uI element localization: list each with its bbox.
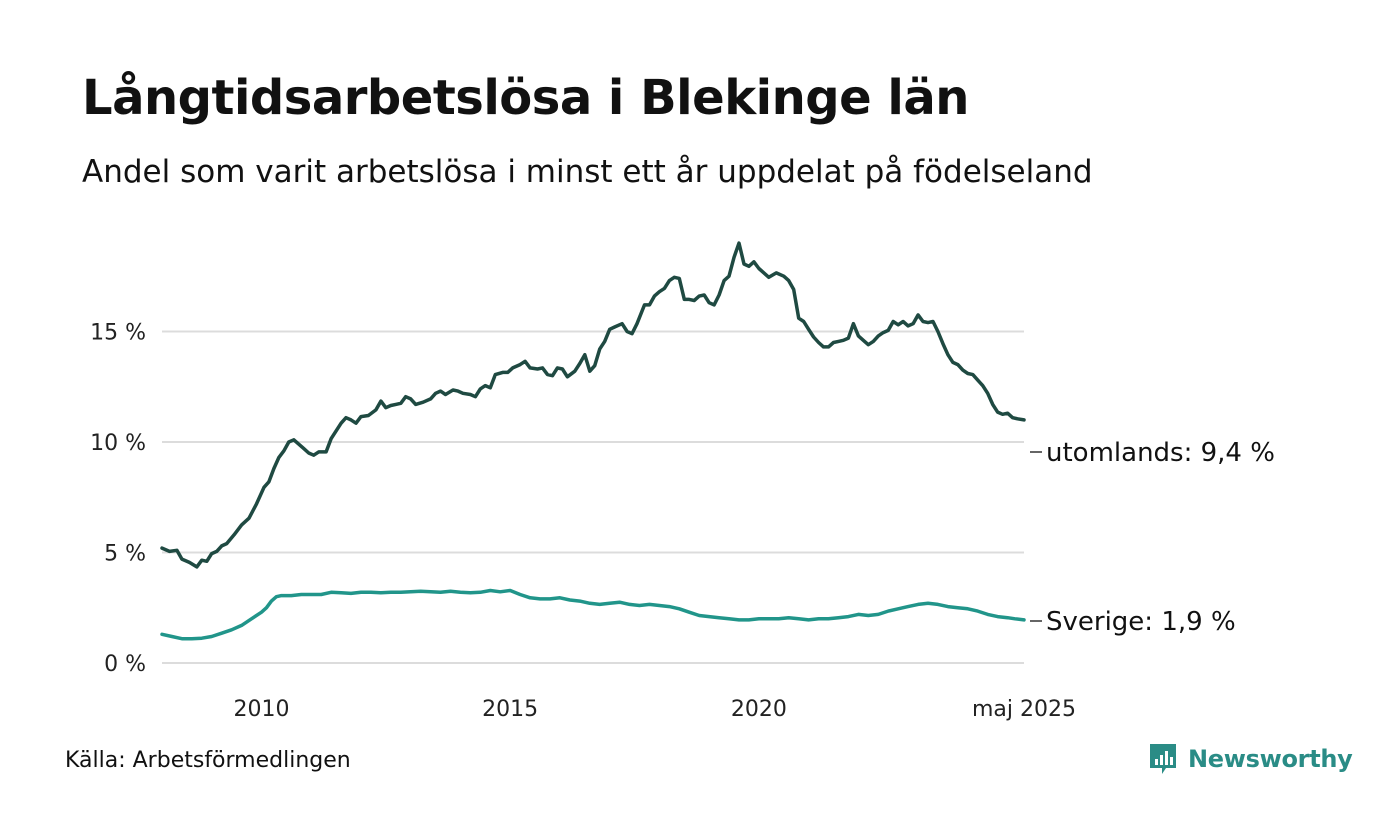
x-tick-label: 2020	[731, 697, 787, 722]
y-tick-label: 0 %	[104, 652, 146, 677]
x-tick-label: 2015	[482, 697, 538, 722]
series-line-utomlands	[160, 241, 1026, 569]
series-lines	[160, 241, 1026, 641]
chart-title: Långtidsarbetslösa i Blekinge län	[82, 70, 969, 126]
series-end-labels: utomlands: 9,4 % Sverige: 1,9 %	[1030, 438, 1275, 637]
series-end-label: Sverige: 1,9 %	[1046, 607, 1236, 637]
x-tick-label: 2010	[233, 697, 289, 722]
x-axis-ticks: 2010 2015 2020 maj 2025	[233, 697, 1076, 722]
source-note: Källa: Arbetsförmedlingen	[65, 748, 351, 773]
x-tick-label: maj 2025	[972, 697, 1076, 722]
series-end-label: utomlands: 9,4 %	[1046, 438, 1275, 468]
brand-name: Newsworthy	[1188, 745, 1353, 773]
series-line-sverige	[160, 588, 1026, 641]
y-tick-label: 10 %	[90, 431, 146, 456]
brand-logo: Newsworthy	[1148, 742, 1353, 776]
y-tick-label: 15 %	[90, 320, 146, 345]
newsworthy-logo-icon	[1150, 744, 1176, 774]
y-axis-ticks: 0 % 5 % 10 % 15 %	[90, 320, 146, 677]
grid-lines	[162, 330, 1024, 664]
chart-subtitle: Andel som varit arbetslösa i minst ett å…	[82, 154, 1093, 190]
y-tick-label: 5 %	[104, 541, 146, 566]
